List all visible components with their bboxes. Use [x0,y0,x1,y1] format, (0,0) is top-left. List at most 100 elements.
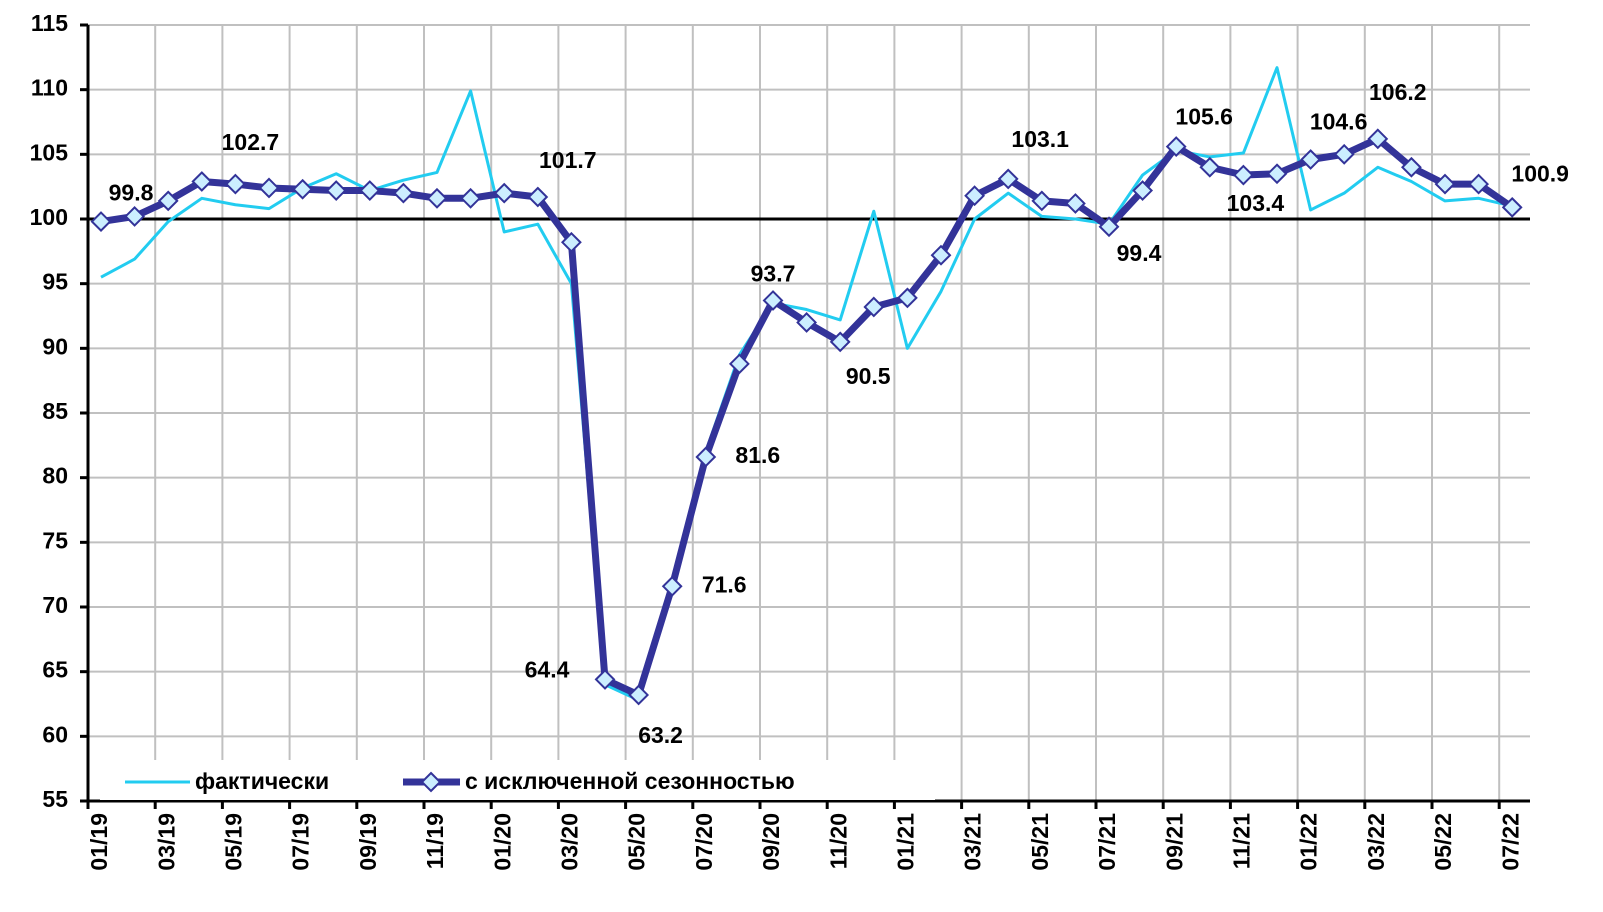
marker [964,185,986,207]
data-label: 106.2 [1369,79,1427,105]
data-label: 103.4 [1227,190,1285,216]
x-tick-label: 07/20 [691,813,717,871]
marker [930,244,952,266]
legend-marker [420,771,442,793]
x-tick-label: 11/19 [422,813,448,869]
data-label: 100.9 [1511,160,1569,186]
data-label: 102.7 [222,129,280,155]
marker [594,669,616,690]
x-tick-label: 03/21 [960,813,986,871]
marker [829,331,851,353]
data-label: 103.1 [1011,126,1069,152]
y-tick-label: 110 [31,75,68,101]
marker [426,187,448,209]
marker [1468,173,1490,195]
data-label: 81.6 [735,442,780,468]
legend-label: с исключенной сезонностью [465,768,795,794]
y-tick-label: 65 [42,657,68,683]
x-tick-label: 05/21 [1027,813,1053,871]
data-label: 93.7 [751,261,796,287]
marker [1266,163,1288,185]
x-tick-label: 07/21 [1094,813,1120,871]
x-tick-label: 01/19 [86,813,112,871]
marker [191,171,213,192]
y-tick-label: 100 [30,204,68,230]
marker [392,182,414,204]
marker [661,575,683,597]
y-tick-label: 80 [42,463,68,489]
y-tick-label: 55 [42,786,68,812]
data-label: 64.4 [525,657,570,683]
legend-box [100,760,935,800]
marker [1333,143,1355,165]
data-label: 99.4 [1117,240,1162,266]
y-tick-label: 60 [42,721,68,747]
x-tick-label: 05/20 [624,813,650,871]
series-line [100,66,1513,702]
marker [1132,180,1154,201]
marker [1434,173,1456,195]
marker [796,312,818,333]
data-label: 71.6 [702,571,747,597]
marker [628,684,650,706]
marker [863,296,885,318]
y-tick-label: 95 [42,269,68,295]
data-label: 105.6 [1175,104,1233,130]
marker [493,182,515,204]
marker [1501,196,1523,218]
marker [1165,136,1187,157]
x-tick-label: 11/21 [1228,813,1254,869]
marker [560,231,582,253]
marker [1300,149,1322,170]
marker [157,190,179,212]
marker [1098,216,1120,238]
y-tick-label: 90 [42,333,68,359]
marker [1031,190,1053,212]
x-tick-label: 09/19 [355,813,381,871]
marker [292,178,314,200]
marker [695,446,717,468]
series-line [100,135,1515,699]
y-tick-label: 105 [30,139,69,165]
x-tick-label: 03/20 [556,813,582,871]
x-tick-label: 07/19 [288,813,314,871]
x-tick-label: 05/22 [1430,813,1456,871]
x-tick-label: 03/19 [153,813,179,871]
x-tick-label: 01/22 [1296,813,1322,871]
x-tick-label: 01/21 [892,813,918,871]
x-tick-label: 01/20 [489,813,515,871]
marker [527,186,549,208]
data-label: 99.8 [109,180,154,206]
marker [1064,193,1086,214]
y-tick-label: 85 [42,398,68,424]
marker [90,211,112,233]
data-label: 101.7 [539,147,597,173]
marker [460,187,482,209]
y-tick-label: 70 [42,592,68,618]
y-tick-label: 115 [31,10,68,36]
x-tick-label: 09/21 [1161,813,1187,871]
marker [762,290,784,311]
marker [728,353,750,375]
x-tick-label: 03/22 [1363,813,1389,871]
marker [1400,156,1422,178]
marker [124,205,146,227]
marker [1199,156,1221,178]
marker [325,180,347,201]
marker [224,173,246,195]
x-tick-label: 09/20 [758,813,784,871]
marker [1232,164,1254,186]
data-label: 63.2 [638,722,683,748]
legend-label: фактически [195,768,329,794]
data-label: 104.6 [1310,109,1368,135]
marker [997,168,1019,190]
marker [359,180,381,201]
y-tick-label: 75 [42,527,68,553]
x-tick-label: 07/22 [1497,813,1523,871]
x-tick-label: 11/20 [825,813,851,869]
marker [258,177,280,199]
marker [1367,128,1389,150]
marker [896,287,918,309]
data-label: 90.5 [846,363,891,389]
